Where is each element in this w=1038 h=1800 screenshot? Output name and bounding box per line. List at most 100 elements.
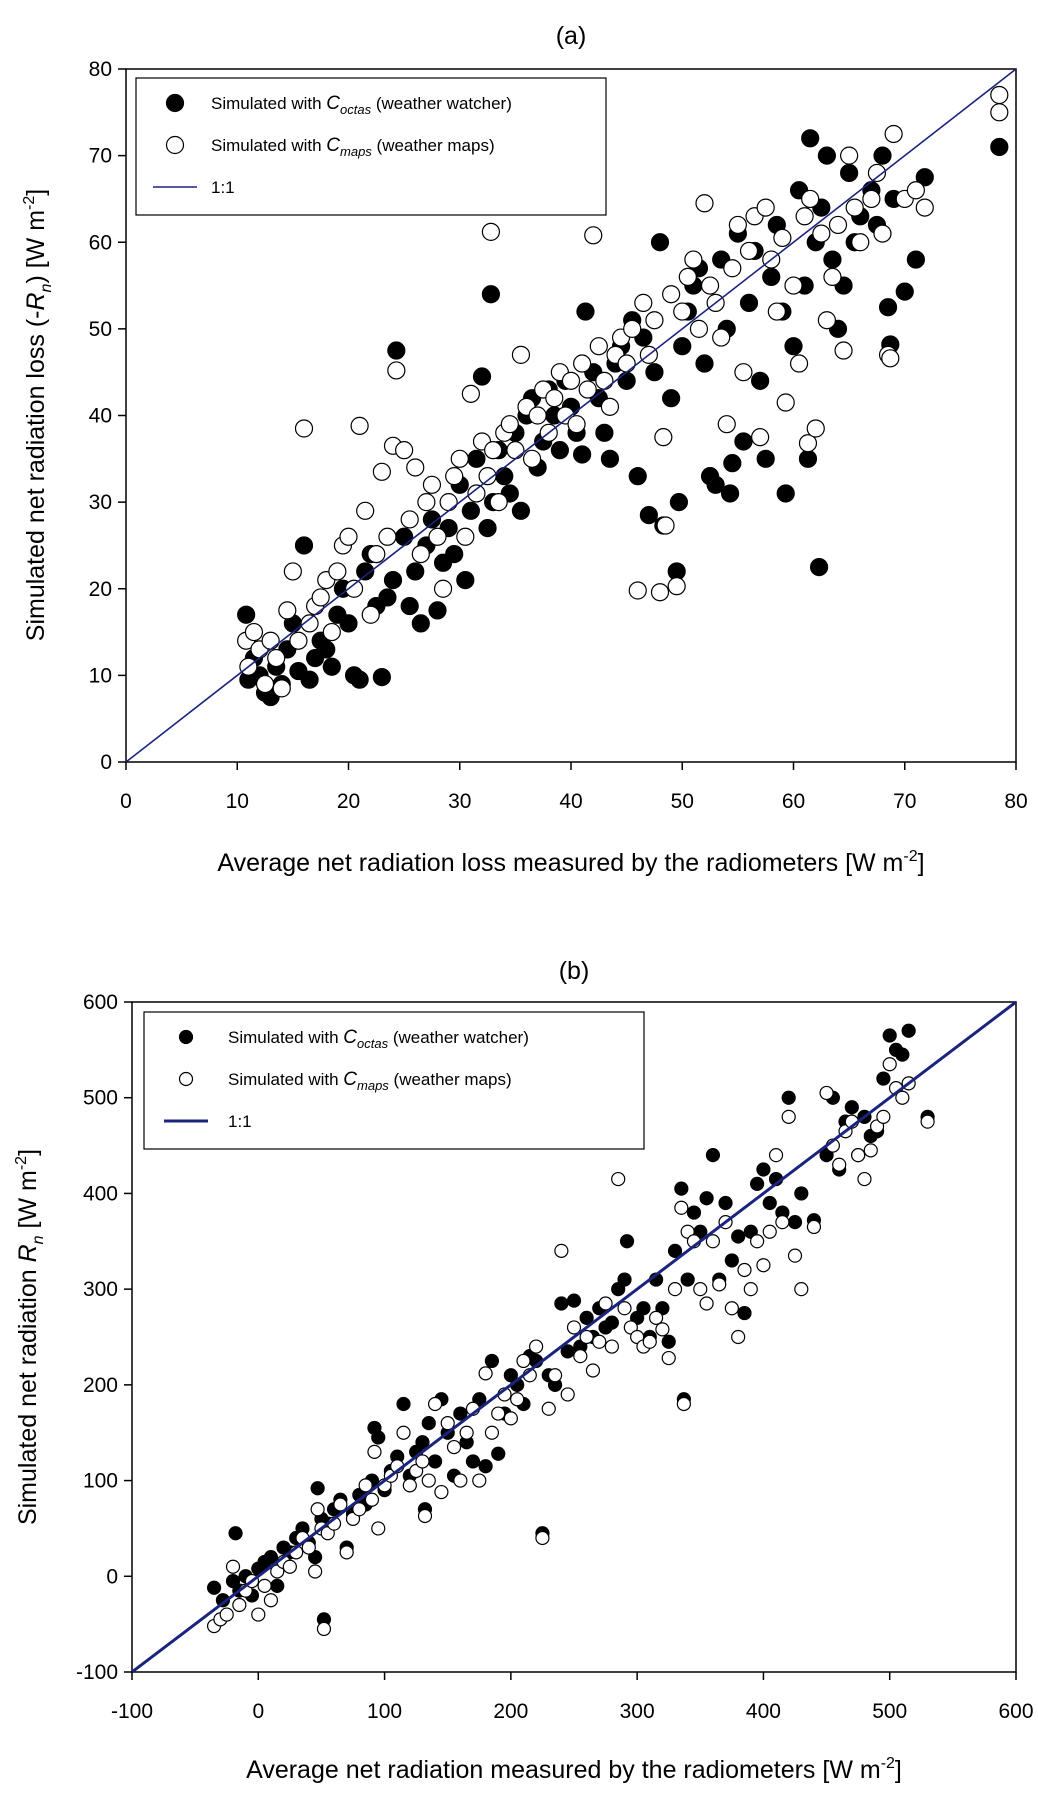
data-point-open: [316, 1621, 332, 1637]
legend-label: Simulated with Coctas (weather watcher): [211, 93, 512, 117]
data-point-filled: [456, 570, 475, 590]
data-point-filled: [350, 670, 369, 689]
data-point-filled: [263, 1550, 279, 1565]
y-axis-label: Simulated net radiation loss (-Rn) [W m-…: [21, 189, 55, 641]
data-point-open: [598, 1296, 613, 1311]
y-tick-label: 0: [106, 1565, 118, 1588]
data-point-filled: [750, 1176, 765, 1191]
data-point-filled: [895, 1047, 910, 1062]
data-point-filled: [695, 354, 714, 373]
data-point-open: [283, 562, 302, 581]
data-point-open: [371, 1521, 386, 1536]
data-point-open: [750, 1234, 765, 1249]
data-point-open: [503, 1411, 518, 1426]
data-point-open: [396, 1425, 411, 1440]
data-point-open: [461, 384, 480, 403]
data-point-open: [915, 198, 934, 217]
data-point-open: [676, 1396, 691, 1412]
data-point-open: [857, 1171, 872, 1187]
data-point-open: [781, 1109, 796, 1124]
x-tick-label: 50: [671, 790, 694, 813]
legend-marker-open: [165, 135, 185, 155]
data-point-open: [592, 1334, 607, 1349]
data-point-open: [674, 1200, 689, 1215]
data-point-open: [648, 1310, 664, 1325]
data-point-open: [628, 581, 647, 600]
x-tick-label: 500: [872, 1700, 907, 1723]
data-point-filled: [617, 371, 636, 390]
data-point-open: [310, 1502, 325, 1517]
data-point-open: [225, 1559, 241, 1574]
data-point-open: [617, 1301, 632, 1316]
data-point-open: [739, 241, 759, 261]
data-point-open: [545, 389, 564, 408]
data-point-filled: [600, 449, 620, 468]
data-point-filled: [724, 1253, 739, 1268]
data-point-open: [400, 510, 419, 529]
legend-marker-open: [178, 1071, 194, 1087]
data-point-filled: [617, 1272, 632, 1287]
data-point-open: [472, 1473, 487, 1488]
data-point-open: [434, 1484, 449, 1500]
legend-label: Simulated with Cmaps (weather maps): [228, 1069, 512, 1093]
data-point-open: [650, 583, 670, 602]
data-point-open: [623, 319, 642, 338]
data-point-open: [794, 1282, 809, 1297]
x-tick-label: 400: [746, 1700, 781, 1723]
data-point-open: [446, 1439, 462, 1455]
data-point-open: [578, 380, 597, 399]
data-point-filled: [270, 1578, 285, 1593]
data-point-filled: [901, 1023, 916, 1038]
y-tick-label: 40: [89, 405, 112, 428]
data-point-filled: [467, 449, 486, 468]
data-point-filled: [817, 146, 836, 165]
data-point-filled: [395, 527, 414, 546]
data-point-open: [378, 527, 397, 546]
data-point-open: [776, 393, 795, 412]
data-point-open: [267, 648, 286, 668]
data-point-open: [768, 1148, 784, 1163]
data-point-open: [585, 1363, 601, 1378]
data-point-open: [762, 1224, 777, 1239]
series-maps: [237, 85, 1009, 698]
data-point-open: [573, 354, 592, 373]
legend-marker-filled: [165, 93, 185, 113]
data-point-filled: [481, 285, 500, 304]
data-point-open: [845, 198, 864, 217]
data-point-filled: [781, 1090, 796, 1105]
data-point-open: [678, 267, 697, 286]
data-point-filled: [718, 1195, 733, 1211]
data-point-open: [817, 311, 836, 330]
data-point-filled: [669, 493, 689, 512]
data-point-filled: [645, 363, 664, 382]
data-point-filled: [406, 562, 425, 581]
y-tick-label: 200: [83, 1374, 118, 1397]
data-point-filled: [762, 1195, 777, 1211]
data-point-open: [358, 1478, 373, 1493]
chart-panel-b: (b) -100 0 100 200 300 400 500 600 -100 0 100 200 300…: [13, 957, 1034, 1784]
data-point-open: [795, 207, 814, 226]
data-point-filled: [422, 510, 442, 529]
panel-title: (a): [556, 22, 587, 50]
data-point-filled: [550, 441, 569, 460]
data-point-open: [450, 449, 469, 468]
y-tick-label: -100: [76, 1661, 118, 1684]
data-point-open: [751, 428, 770, 447]
data-point-open: [654, 428, 673, 447]
data-point-open: [862, 189, 881, 209]
data-point-filled: [739, 293, 759, 312]
data-point-filled: [371, 1430, 386, 1445]
data-point-open: [535, 1530, 550, 1546]
y-tick-label: 300: [83, 1278, 118, 1301]
data-point-open: [445, 467, 464, 486]
data-point-open: [712, 328, 731, 347]
data-point-open: [775, 1215, 790, 1230]
series-octas: [237, 129, 1009, 707]
y-tick-label: 80: [89, 58, 112, 81]
data-point-open: [516, 1353, 531, 1369]
data-point-open: [728, 215, 747, 235]
data-point-open: [881, 349, 900, 368]
data-point-filled: [300, 670, 319, 689]
data-point-open: [876, 1109, 891, 1124]
